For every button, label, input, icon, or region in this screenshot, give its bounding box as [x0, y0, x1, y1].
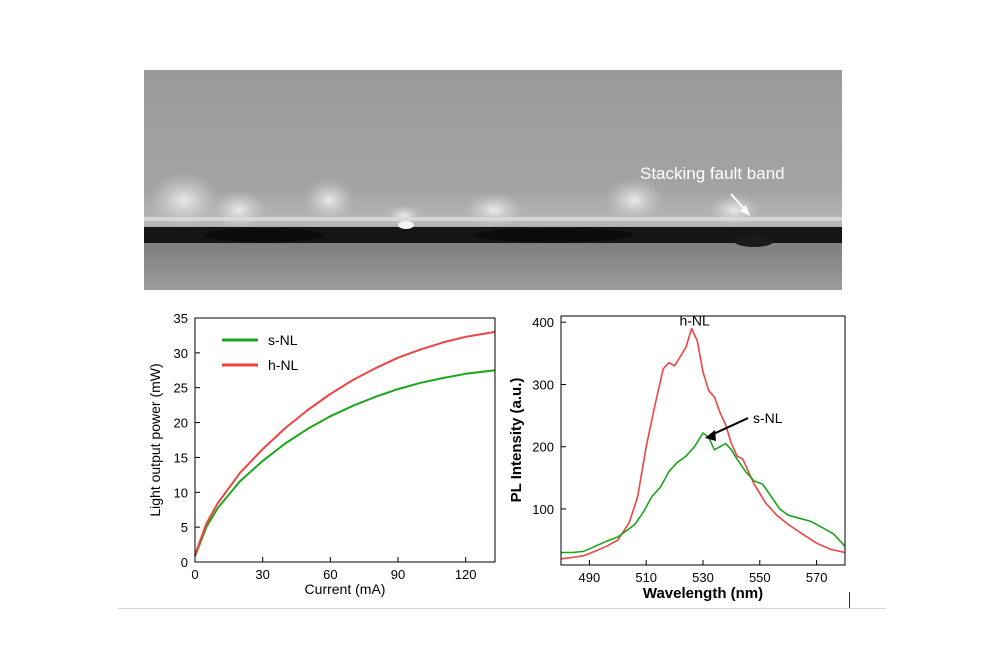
y-tick-label: 400 [532, 315, 554, 330]
x-tick-label: 510 [635, 570, 657, 585]
y-tick-label: 15 [174, 450, 188, 465]
right-axes-group: 490 510 530 550 570 100 200 300 400 [532, 315, 827, 585]
y-tick-label: 300 [532, 377, 554, 392]
series-line-s-nl [194, 369, 496, 557]
left-axes-group: 0 30 60 90 120 0 5 10 15 20 25 30 35 [174, 311, 477, 582]
y-tick-label: 25 [174, 381, 188, 396]
x-tick-label: 530 [692, 570, 714, 585]
right-y-axis-label: PL Intensity (a.u.) [508, 378, 525, 503]
x-tick-label: 570 [806, 570, 828, 585]
y-tick-label: 35 [174, 311, 188, 326]
tem-annotation-label: Stacking fault band [640, 164, 785, 183]
left-y-axis-label: Light output power (mW) [147, 363, 163, 516]
x-tick-label: 550 [749, 570, 771, 585]
y-tick-label: 30 [174, 346, 188, 361]
x-tick-label: 120 [455, 567, 477, 582]
x-tick-label: 90 [391, 567, 405, 582]
dark-band-shade [204, 228, 324, 242]
series-line-h-nl [560, 327, 846, 560]
y-tick-label: 20 [174, 416, 188, 431]
y-tick-label: 200 [532, 440, 554, 455]
tem-micrograph: Stacking fault band [144, 70, 842, 290]
annotation-arrow-head [705, 430, 716, 442]
x-tick-label: 0 [191, 567, 198, 582]
right-series-group [560, 327, 846, 560]
annotation-h-nl: h-NL [679, 312, 710, 328]
left-plot-frame [194, 317, 496, 563]
tem-contrast-blob [148, 172, 220, 228]
tem-contrast-blob [303, 178, 355, 222]
tem-substrate [144, 240, 842, 290]
bright-spot [398, 221, 414, 229]
y-tick-label: 10 [174, 485, 188, 500]
tem-contrast-blob [604, 178, 664, 222]
left-x-axis-label: Current (mA) [305, 581, 386, 597]
dark-band-shade [474, 228, 634, 242]
cursor-mark [849, 592, 850, 608]
annotation-s-nl: s-NL [753, 410, 783, 426]
left-legend: s-NL h-NL [222, 332, 299, 373]
x-tick-label: 30 [255, 567, 269, 582]
y-tick-label: 0 [181, 555, 188, 570]
y-tick-label: 100 [532, 502, 554, 517]
series-line-h-nl [194, 330, 496, 556]
right-annotations: h-NL s-NL [679, 312, 783, 442]
left-series-group [194, 330, 496, 557]
annotation-arrow-shaft [710, 417, 749, 436]
y-tick-label: 5 [181, 520, 188, 535]
legend-label-s-nl: s-NL [268, 332, 298, 348]
x-tick-label: 490 [579, 570, 601, 585]
dark-band-shade [734, 235, 774, 247]
footer-divider [118, 608, 886, 609]
x-tick-label: 60 [323, 567, 337, 582]
right-x-axis-label: Wavelength (nm) [643, 585, 763, 602]
right-plot-frame [560, 315, 846, 566]
legend-label-h-nl: h-NL [268, 357, 299, 373]
stacking-fault-band [144, 217, 842, 221]
tem-annotation-arrow-head [740, 205, 750, 216]
